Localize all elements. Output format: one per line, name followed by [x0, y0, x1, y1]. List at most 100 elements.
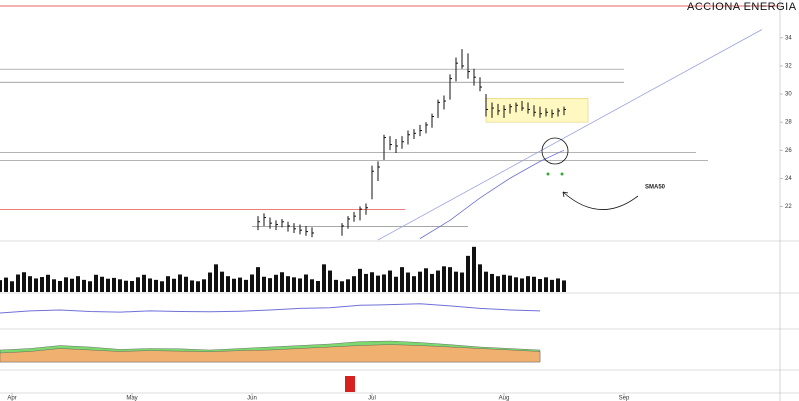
volume-bar [514, 277, 518, 292]
volume-bar [382, 274, 386, 292]
volume-bar [274, 274, 278, 292]
volume-bar [364, 273, 368, 292]
volume-bar [118, 279, 122, 292]
volume-bar [352, 276, 356, 292]
volume-bar [460, 272, 464, 292]
volume-bar [112, 277, 116, 292]
volume-bar [490, 273, 494, 292]
zone [485, 97, 589, 123]
volume-bar [328, 270, 332, 292]
x-tick-label: Apr [7, 396, 16, 401]
volume-bar [76, 276, 80, 292]
volume-bar [376, 275, 380, 292]
volume-bar [394, 276, 398, 292]
signal-dot [546, 172, 550, 176]
volume-bar [448, 267, 452, 292]
volume-bar [358, 268, 362, 292]
volume-bar [88, 281, 92, 292]
volume-bar [532, 276, 536, 292]
volume-bar [406, 272, 410, 292]
volume-bar [232, 278, 236, 292]
volume-bar [28, 276, 32, 292]
volume-bar [526, 276, 530, 292]
volume-bar [334, 279, 338, 292]
volume-bar [172, 278, 176, 292]
volume-bar [148, 278, 152, 292]
volume-bar [286, 276, 290, 292]
highlight-circle [541, 137, 569, 165]
volume-bar [238, 277, 242, 292]
volume-bar [190, 280, 194, 292]
volume-bar [292, 277, 296, 292]
trendline [377, 29, 763, 241]
volume-bar [136, 277, 140, 292]
x-tick-label: Sep [619, 396, 630, 401]
volume-bar [154, 279, 158, 292]
volume-bar [562, 280, 566, 292]
y-tick-label: 24 [785, 176, 792, 182]
signal-block [345, 376, 355, 392]
volume-bar [58, 280, 62, 292]
volume-bar [544, 277, 548, 292]
volume-bar [250, 274, 254, 292]
volume-bar [508, 275, 512, 292]
volume-bar [184, 276, 188, 292]
y-tick-label: 30 [785, 92, 792, 98]
volume-bar [10, 281, 14, 292]
arrow-head [562, 191, 569, 198]
sma50 [419, 149, 565, 239]
volume-bar [94, 274, 98, 292]
volume-bar [310, 279, 314, 292]
volume-bar [34, 278, 38, 292]
volume-bar [370, 272, 374, 292]
volume-bar [520, 278, 524, 292]
arrow-curve [562, 191, 639, 210]
volume-bar [424, 268, 428, 292]
volume-bar [202, 279, 206, 292]
volume-bar [220, 271, 224, 292]
volume-bar [256, 267, 260, 292]
volume-bar [46, 274, 50, 292]
volume-bar [196, 281, 200, 292]
volume-bar [22, 272, 26, 292]
volume-bar [52, 279, 56, 292]
volume-bar [100, 276, 104, 292]
volume-bar [478, 264, 482, 292]
volume-bar [340, 281, 344, 292]
volume-bar [496, 276, 500, 292]
volume-bar [178, 274, 182, 292]
volume-bar [484, 271, 488, 292]
volume-bar [244, 279, 248, 292]
volume-bar [262, 276, 266, 292]
volume-bar [502, 274, 506, 292]
volume-bar [298, 278, 302, 292]
volume-bar [280, 272, 284, 292]
y-tick-label: 32 [785, 64, 792, 70]
volume-bar [556, 278, 560, 292]
volume-bar [466, 255, 470, 292]
volume-bar [400, 267, 404, 292]
volume-bar [0, 280, 2, 292]
volume-bar [64, 277, 68, 292]
volume-bar [412, 276, 416, 292]
volume-bar [418, 271, 422, 292]
volume-bar [130, 280, 134, 292]
oscillator-area [0, 344, 541, 363]
volume-bar [106, 278, 110, 292]
volume-bar [226, 276, 230, 292]
volume-bar [316, 280, 320, 292]
oscillator-line [0, 303, 541, 314]
volume-bar [142, 274, 146, 292]
volume-bar [346, 279, 350, 292]
x-tick-label: Aug [499, 396, 510, 401]
volume-bar [304, 274, 308, 292]
volume-bar [160, 281, 164, 292]
y-tick-label: 22 [785, 204, 792, 210]
annotation: SMA50 [645, 185, 666, 191]
x-tick-label: Jul [368, 396, 376, 401]
y-tick-label: 28 [785, 120, 792, 126]
x-tick-label: Jun [247, 396, 257, 401]
volume-bar [538, 279, 542, 292]
volume-bar [268, 278, 272, 292]
